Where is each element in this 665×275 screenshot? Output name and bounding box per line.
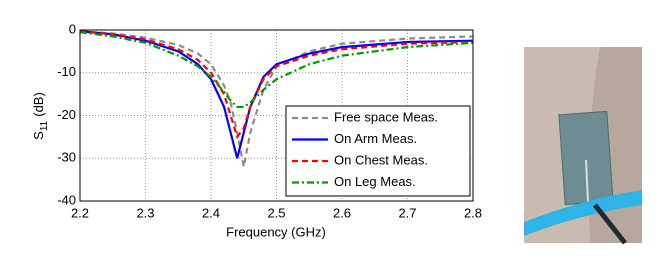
x-tick-label: 2.2 (71, 205, 89, 220)
x-tick-label: 2.6 (333, 205, 351, 220)
y-tick-label: -20 (57, 107, 76, 122)
photo-feed (585, 159, 589, 204)
plot-frame (79, 29, 474, 202)
x-tick-label: 2.7 (398, 205, 416, 220)
photo-antenna (558, 110, 614, 206)
y-tick-label: -10 (57, 64, 76, 79)
series-line (79, 31, 474, 109)
legend-label: On Arm Meas. (334, 131, 417, 146)
legend-label: On Leg Meas. (334, 174, 416, 189)
legend-box (285, 105, 471, 197)
y-tick-label: 0 (69, 21, 76, 36)
x-axis-label: Frequency (GHz) (226, 224, 326, 239)
photo (524, 47, 642, 245)
y-tick-label: -40 (57, 192, 76, 207)
y-axis-label: S11 (dB) (31, 92, 49, 140)
photo-cable (593, 203, 627, 245)
series-line (79, 30, 474, 140)
y-tick-label: -30 (57, 150, 76, 165)
series-line (79, 30, 474, 168)
legend: Free space Meas. On Arm Meas. On Chest Mea… (285, 105, 471, 197)
legend-label: On Chest Meas. (334, 152, 428, 167)
legend-label: Free space Meas. (334, 109, 438, 124)
y-label-main: S (31, 131, 46, 140)
y-label-unit: (dB) (31, 92, 46, 117)
series-line (79, 30, 474, 159)
y-label-subscript: 11 (39, 120, 50, 131)
x-tick-label: 2.3 (136, 205, 154, 220)
photo-strap (524, 190, 642, 236)
x-tick-label: 2.8 (464, 205, 482, 220)
x-tick-label: 2.5 (267, 205, 285, 220)
x-tick-label: 2.4 (202, 205, 220, 220)
